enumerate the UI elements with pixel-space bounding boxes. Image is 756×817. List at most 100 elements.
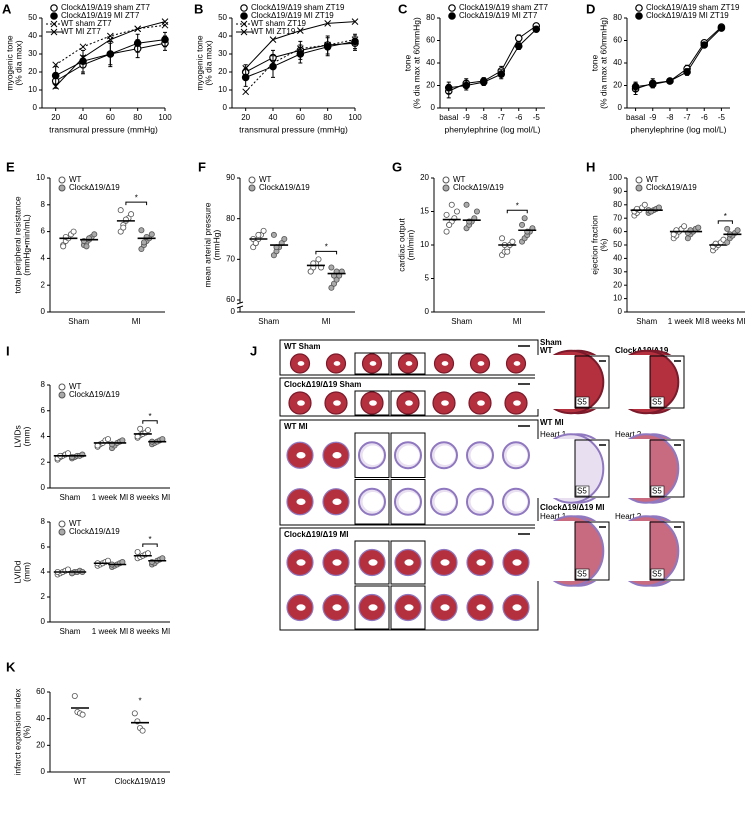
x-tick-label: MI — [132, 317, 141, 326]
section-label: S5 — [577, 570, 587, 579]
section-tag — [575, 485, 590, 497]
x-axis-label: phenylephrine (log mol/L) — [631, 124, 727, 134]
heart-lumen — [404, 559, 414, 566]
heart-lumen — [405, 361, 413, 366]
y-tick-label: 30 — [613, 267, 622, 276]
y-tick-label: 0 — [231, 307, 236, 316]
x-tick-label: -7 — [498, 113, 506, 122]
axis-break — [236, 305, 244, 309]
x-tick-label: basal — [626, 113, 645, 122]
y-tick-label: 0 — [425, 307, 430, 316]
legend-marker — [248, 184, 256, 192]
inset-frame — [574, 355, 610, 409]
section-tag — [650, 568, 665, 580]
axis-break — [236, 301, 244, 305]
marker — [242, 65, 250, 72]
legend-label: WT sham ZT19 — [251, 19, 307, 28]
legend-label: WT MI ZT7 — [61, 27, 101, 36]
image-title: ClockΔ19/Δ19 Sham — [284, 380, 361, 389]
marker — [296, 45, 304, 52]
x-tick-label: -6 — [515, 113, 523, 122]
section-frame — [390, 479, 426, 525]
section-tag — [650, 485, 665, 497]
data-point — [144, 427, 151, 434]
heart-lumen — [513, 361, 521, 366]
x-tick-label: -8 — [666, 113, 674, 122]
panel-label: J — [250, 343, 257, 358]
y-tick-label: 60 — [36, 687, 45, 696]
y-tick-label: 10 — [420, 240, 429, 249]
x-tick-label: 1 week MI — [92, 627, 128, 636]
y-tick-label: 20 — [420, 173, 429, 182]
inset-column: Heart 2 — [615, 430, 642, 439]
heart-lumen — [333, 361, 341, 366]
legend-marker — [58, 520, 66, 528]
legend-marker — [442, 184, 450, 192]
inset-title: WT MI — [540, 418, 564, 427]
x-tick-label: Sham — [451, 317, 472, 326]
legend-label: ClockΔ19/Δ19 — [69, 183, 120, 192]
panel-label: C — [398, 1, 408, 16]
y-tick-label: 60 — [426, 36, 435, 45]
marker — [324, 41, 332, 49]
x-tick-label: Sham — [60, 627, 81, 636]
y-tick-label: 0 — [223, 103, 228, 112]
y-axis-label: (% dia max) — [13, 40, 23, 86]
x-tick-label: 40 — [269, 113, 278, 122]
y-tick-label: 80 — [613, 13, 622, 22]
marker — [106, 50, 115, 58]
legend-label: ClockΔ19/Δ19 sham ZT19 — [646, 3, 740, 12]
data-point — [105, 436, 112, 443]
heart-lumen — [440, 604, 450, 611]
data-point — [260, 227, 267, 234]
legend-marker — [50, 4, 58, 12]
y-axis-label: (mmHg) — [211, 229, 221, 260]
marker — [631, 82, 640, 91]
y-tick-label: 20 — [613, 280, 622, 289]
heart-lumen — [369, 361, 377, 366]
y-axis-label: (% dia max at 60mmHg) — [411, 17, 421, 109]
heart-lumen — [405, 400, 413, 406]
panel-label: K — [6, 659, 16, 674]
heart-lumen — [297, 361, 305, 366]
inset-frame — [574, 521, 610, 581]
legend-label: ClockΔ19/Δ19 MI ZT19 — [646, 11, 729, 20]
x-tick-label: basal — [439, 113, 458, 122]
x-axis-label: phenylephrine (log mol/L) — [445, 124, 541, 134]
y-tick-label: 80 — [426, 13, 435, 22]
x-tick-label: MI — [322, 317, 331, 326]
data-point — [137, 425, 144, 432]
marker — [79, 43, 87, 51]
y-axis-label: ejection fraction — [589, 215, 599, 275]
y-tick-label: 0 — [431, 103, 436, 112]
y-tick-label: 80 — [613, 200, 622, 209]
inset-mask — [535, 439, 575, 498]
significance-label: * — [135, 193, 138, 202]
marker — [161, 18, 169, 25]
data-point — [120, 224, 127, 231]
y-axis-label: myogenic tone — [4, 35, 14, 91]
heart-lumen — [470, 492, 492, 512]
data-point — [315, 256, 322, 263]
data-point — [499, 235, 506, 242]
y-tick-label: 10 — [28, 85, 37, 94]
y-tick-label: 4 — [41, 254, 46, 263]
data-point — [504, 248, 511, 255]
data-point — [509, 238, 516, 245]
x-tick-label: 40 — [79, 113, 88, 122]
heart-lumen — [296, 452, 306, 459]
data-point — [734, 227, 741, 234]
section-frame — [390, 432, 426, 478]
marker — [479, 78, 488, 86]
y-axis-label: tone — [589, 54, 599, 71]
y-tick-label: 10 — [218, 85, 227, 94]
section-frame — [390, 585, 426, 630]
data-point — [252, 240, 259, 247]
x-tick-label: 8 weeks MI — [705, 317, 745, 326]
marker — [351, 36, 359, 43]
panel-label: A — [2, 1, 12, 16]
y-tick-label: 0 — [618, 103, 623, 112]
marker — [269, 36, 277, 43]
data-point — [443, 228, 450, 235]
y-tick-label: 40 — [28, 31, 37, 40]
